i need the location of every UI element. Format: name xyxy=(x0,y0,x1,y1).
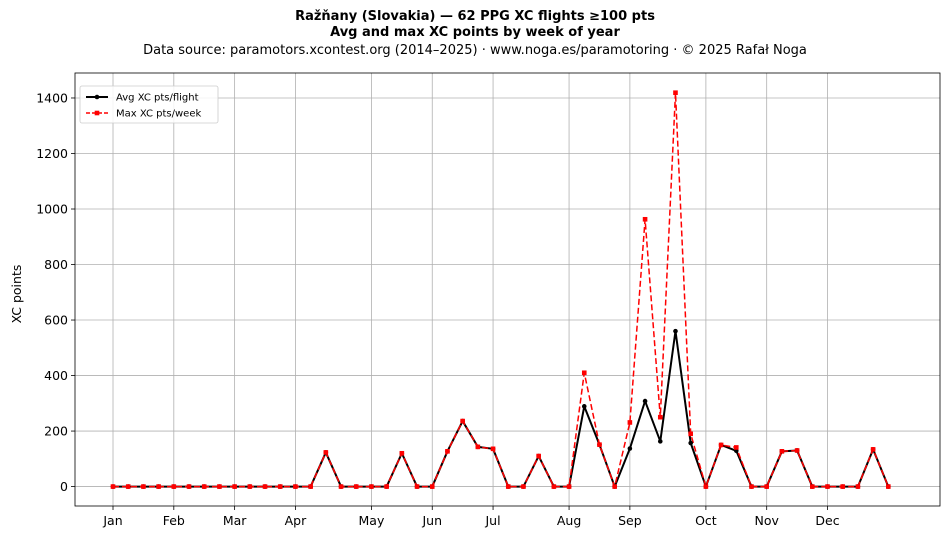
data-point xyxy=(657,439,663,444)
y-tick-label: 1400 xyxy=(36,90,68,105)
data-point xyxy=(414,484,420,489)
data-point xyxy=(247,484,253,489)
data-point xyxy=(840,484,846,489)
data-point xyxy=(171,484,177,489)
x-tick-label: Jul xyxy=(485,513,501,528)
data-point xyxy=(293,484,298,489)
y-tick-label: 1000 xyxy=(36,202,68,217)
y-tick-label: 400 xyxy=(44,368,68,383)
data-point xyxy=(886,484,891,489)
grid-lines xyxy=(75,73,940,506)
x-tick-label: Jun xyxy=(421,513,442,528)
chart-subtitle: Avg and max XC points by week of year xyxy=(330,25,620,40)
data-point xyxy=(110,484,116,489)
data-point xyxy=(308,484,313,489)
data-point xyxy=(673,328,678,334)
data-point xyxy=(794,448,800,453)
legend-label: Avg XC pts/flight xyxy=(116,93,199,104)
data-point xyxy=(232,484,237,489)
y-tick-label: 0 xyxy=(60,479,68,494)
data-point xyxy=(445,449,450,454)
x-tick-label: May xyxy=(359,513,385,528)
data-point xyxy=(156,484,161,489)
legend-label: Max XC pts/week xyxy=(116,109,201,120)
data-point xyxy=(688,431,693,437)
chart-title: Ražňany (Slovakia) — 62 PPG XC flights ≥… xyxy=(295,9,655,24)
x-tick-label: Sep xyxy=(618,513,642,528)
data-point xyxy=(642,216,648,222)
data-point xyxy=(338,484,344,489)
data-point xyxy=(475,444,481,450)
data-point xyxy=(810,484,815,489)
data-point xyxy=(855,484,861,489)
series-lines xyxy=(113,91,890,488)
data-point xyxy=(399,450,405,456)
data-point xyxy=(521,484,526,489)
data-point xyxy=(627,420,633,425)
data-point xyxy=(323,450,329,455)
x-tick-label: Dec xyxy=(815,513,839,528)
data-point xyxy=(551,484,557,489)
data-point xyxy=(353,484,359,489)
data-point xyxy=(749,484,754,489)
data-point xyxy=(870,447,876,452)
legend-box xyxy=(79,85,219,124)
x-tick-label: Nov xyxy=(754,513,779,528)
data-point xyxy=(505,484,511,489)
x-tick-label: Mar xyxy=(223,513,247,528)
data-point xyxy=(369,484,374,489)
y-tick-label: 600 xyxy=(44,313,68,328)
x-tick-label: Jan xyxy=(102,513,122,528)
data-point xyxy=(429,484,435,489)
data-point xyxy=(490,446,496,452)
chart-source: Data source: paramotors.xcontest.org (20… xyxy=(143,43,807,58)
data-point xyxy=(217,484,222,489)
legend-swatch-marker xyxy=(94,110,100,116)
data-point xyxy=(536,453,541,459)
legend-swatch-marker xyxy=(94,94,100,100)
y-tick-label: 1200 xyxy=(36,146,68,161)
data-point xyxy=(642,398,648,404)
y-tick-label: 800 xyxy=(44,257,68,272)
data-point xyxy=(718,442,724,448)
legend: Avg XC pts/flight Max XC pts/week xyxy=(79,85,219,124)
data-point xyxy=(186,484,192,489)
data-point xyxy=(657,414,663,420)
data-point xyxy=(703,484,709,489)
data-point xyxy=(581,370,587,376)
data-point xyxy=(566,484,572,489)
axes: 0 200 400 600 800 1000 1200 1400 Jan Feb Mar Apr May… xyxy=(36,72,941,528)
data-point xyxy=(733,445,739,450)
series-markers xyxy=(110,90,891,489)
data-point xyxy=(277,484,283,489)
x-tick-label: Feb xyxy=(163,513,185,528)
data-point xyxy=(581,404,587,409)
data-point xyxy=(779,449,785,454)
x-tick-label: Aug xyxy=(557,513,581,528)
data-point xyxy=(627,446,633,451)
data-point xyxy=(825,484,830,489)
data-point xyxy=(764,484,769,489)
series-line-0 xyxy=(113,330,890,488)
y-tick-label: 200 xyxy=(44,424,68,439)
data-point xyxy=(141,484,146,489)
data-point xyxy=(125,484,131,489)
data-point xyxy=(688,440,693,446)
x-tick-label: Oct xyxy=(695,513,717,528)
series-line-1 xyxy=(113,91,890,488)
plot-frame xyxy=(74,72,941,507)
y-axis-label: XC points xyxy=(9,265,24,324)
x-tick-label: Apr xyxy=(285,513,307,528)
data-point xyxy=(673,90,678,96)
data-point xyxy=(201,484,207,489)
data-point xyxy=(597,442,602,447)
data-point xyxy=(612,484,617,489)
data-point xyxy=(262,484,268,489)
data-point xyxy=(384,484,389,489)
data-point xyxy=(460,418,465,424)
